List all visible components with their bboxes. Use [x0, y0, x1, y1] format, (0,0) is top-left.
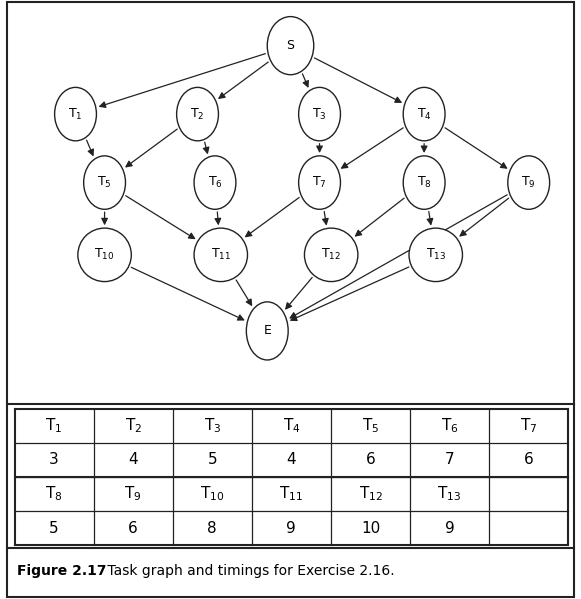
Text: 9: 9: [286, 521, 296, 536]
Text: T$_{12}$: T$_{12}$: [358, 485, 382, 503]
Ellipse shape: [55, 87, 96, 141]
Ellipse shape: [267, 17, 314, 75]
Ellipse shape: [194, 156, 236, 209]
Text: T$_1$: T$_1$: [45, 416, 63, 435]
Text: 7: 7: [445, 452, 454, 467]
Text: T$_3$: T$_3$: [312, 107, 327, 122]
Ellipse shape: [304, 228, 358, 282]
Text: T$_{10}$: T$_{10}$: [95, 247, 114, 262]
Ellipse shape: [177, 87, 218, 141]
Text: T$_9$: T$_9$: [521, 175, 536, 190]
Text: T$_1$: T$_1$: [69, 107, 83, 122]
Text: T$_3$: T$_3$: [203, 416, 221, 435]
Ellipse shape: [78, 228, 131, 282]
Text: 4: 4: [128, 452, 138, 467]
Text: T$_6$: T$_6$: [441, 416, 458, 435]
Text: 5: 5: [207, 452, 217, 467]
Text: 6: 6: [524, 452, 533, 467]
Text: T$_{13}$: T$_{13}$: [426, 247, 446, 262]
Text: T$_4$: T$_4$: [282, 416, 300, 435]
Text: 4: 4: [286, 452, 296, 467]
Text: T$_9$: T$_9$: [124, 485, 142, 503]
Text: T$_8$: T$_8$: [417, 175, 432, 190]
Text: T$_2$: T$_2$: [191, 107, 205, 122]
Text: 8: 8: [207, 521, 217, 536]
Text: S: S: [286, 39, 295, 52]
Text: T$_5$: T$_5$: [97, 175, 112, 190]
Ellipse shape: [194, 228, 248, 282]
Ellipse shape: [403, 87, 445, 141]
Ellipse shape: [84, 156, 125, 209]
Ellipse shape: [403, 156, 445, 209]
Text: T$_5$: T$_5$: [362, 416, 379, 435]
Text: Figure 2.17: Figure 2.17: [17, 564, 107, 578]
Text: E: E: [263, 325, 271, 337]
Text: 6: 6: [128, 521, 138, 536]
Ellipse shape: [508, 156, 550, 209]
Text: T$_{11}$: T$_{11}$: [211, 247, 231, 262]
Ellipse shape: [299, 87, 340, 141]
Text: T$_{12}$: T$_{12}$: [321, 247, 341, 262]
Text: T$_4$: T$_4$: [417, 107, 432, 122]
Text: T$_2$: T$_2$: [124, 416, 142, 435]
Text: 10: 10: [361, 521, 380, 536]
Text: 5: 5: [49, 521, 59, 536]
Text: T$_7$: T$_7$: [312, 175, 327, 190]
Text: T$_7$: T$_7$: [520, 416, 537, 435]
Text: 6: 6: [365, 452, 375, 467]
Text: T$_{11}$: T$_{11}$: [279, 485, 303, 503]
Text: T$_{10}$: T$_{10}$: [200, 485, 224, 503]
Text: 3: 3: [49, 452, 59, 467]
Text: T$_8$: T$_8$: [45, 485, 63, 503]
Text: T$_6$: T$_6$: [207, 175, 223, 190]
Ellipse shape: [246, 302, 288, 360]
Ellipse shape: [409, 228, 462, 282]
Text: 9: 9: [444, 521, 454, 536]
Text: Task graph and timings for Exercise 2.16.: Task graph and timings for Exercise 2.16…: [103, 564, 395, 578]
Ellipse shape: [299, 156, 340, 209]
Text: T$_{13}$: T$_{13}$: [437, 485, 462, 503]
